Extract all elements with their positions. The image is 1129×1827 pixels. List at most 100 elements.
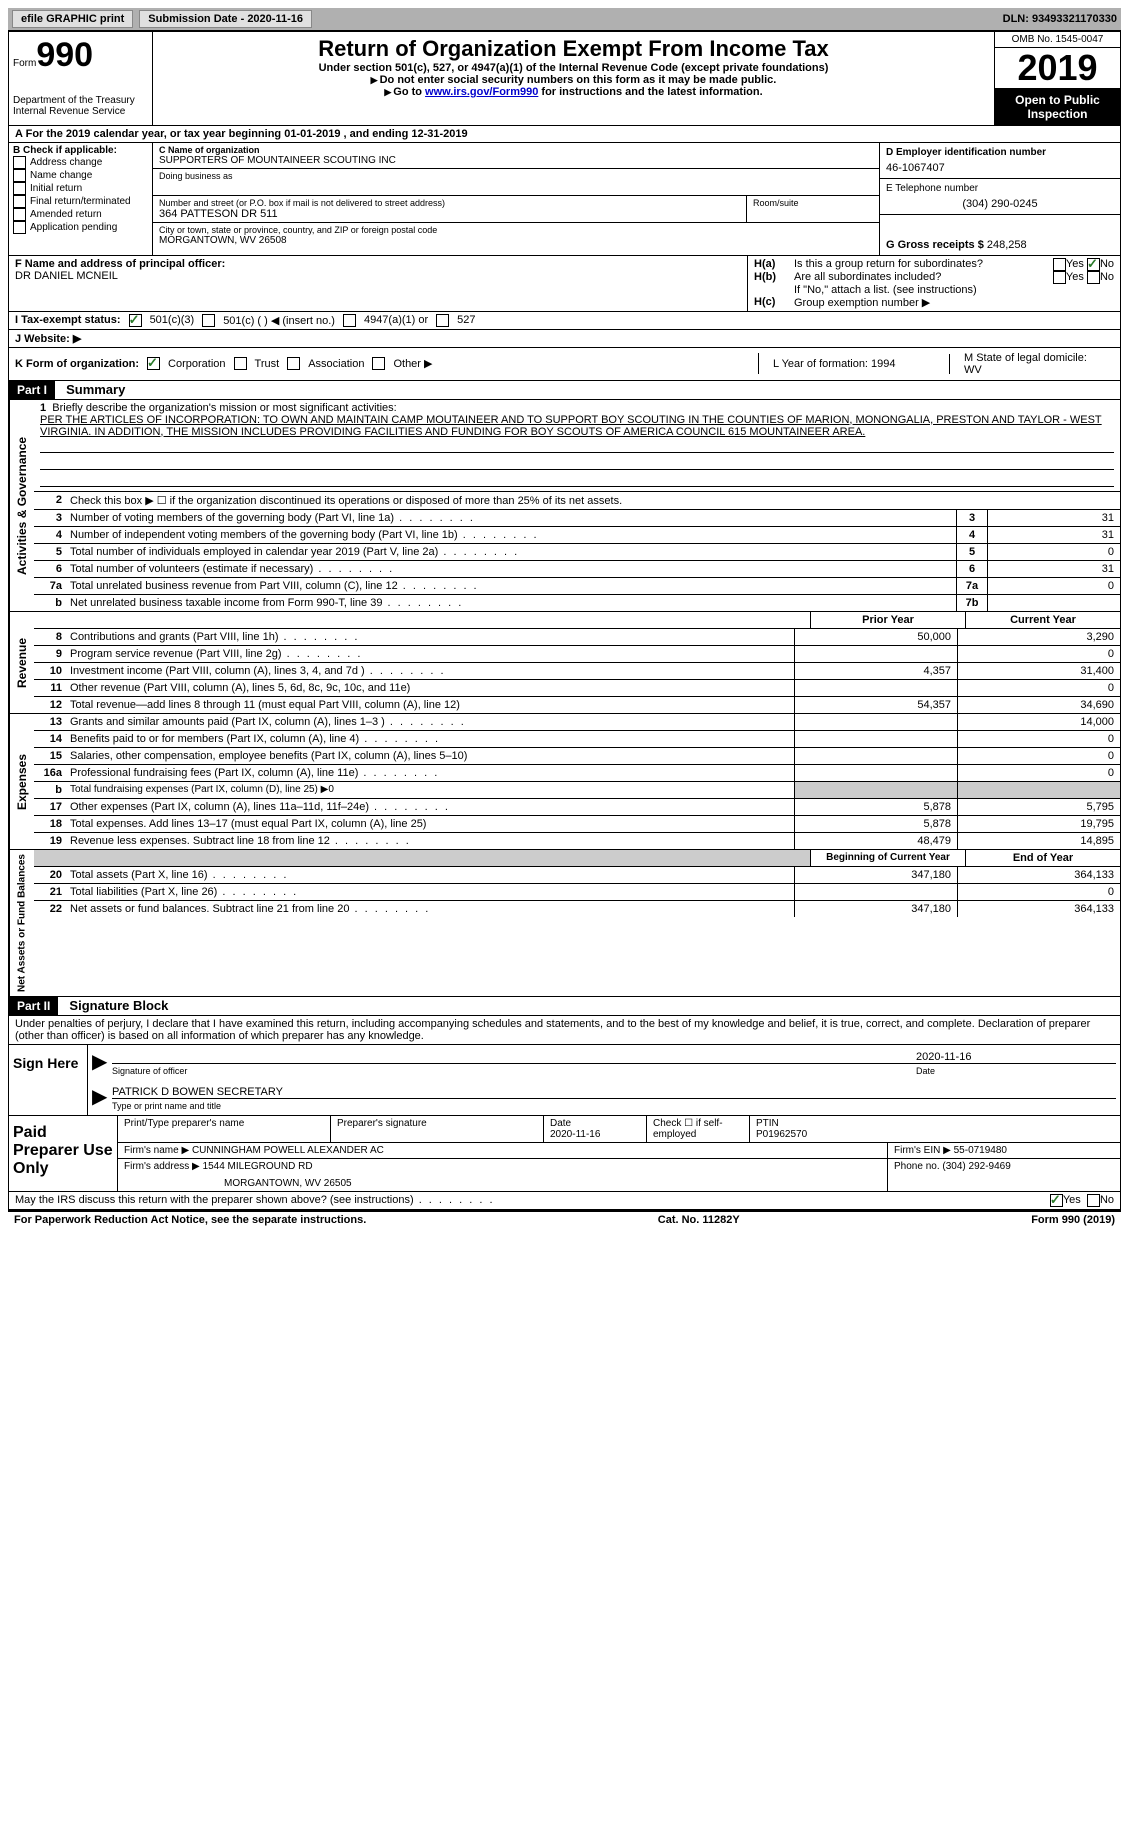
prep-date-cell: Date 2020-11-16 [544,1116,647,1142]
officer-type-label: Type or print name and title [112,1101,1116,1111]
line-18: 18Total expenses. Add lines 13–17 (must … [34,816,1120,833]
sign-here-label: Sign Here [9,1045,88,1115]
lbl-pending: Application pending [30,222,117,233]
section-k-label: K Form of organization: [15,358,139,370]
chk-address-change[interactable] [13,156,26,169]
line-6-text: Total number of volunteers (estimate if … [66,561,956,577]
line-6-num: 6 [34,561,66,577]
line-1: 1 Briefly describe the organization's mi… [34,400,1120,491]
may-irs-yes-chk[interactable] [1050,1194,1063,1207]
firm-ein-value: 55-0719480 [954,1145,1007,1156]
submission-date-button[interactable]: Submission Date - 2020-11-16 [139,10,312,28]
part2-title: Signature Block [69,998,168,1013]
chk-corp[interactable] [147,357,160,370]
chk-other[interactable] [372,357,385,370]
sig-officer-label: Signature of officer [112,1066,916,1076]
hc-label: H(c) [754,296,794,308]
ha-yes: Yes [1066,258,1084,270]
line-4-text: Number of independent voting members of … [66,527,956,543]
begin-year-header: Beginning of Current Year [811,850,966,866]
may-irs-no-chk[interactable] [1087,1194,1100,1207]
line-18-curr: 19,795 [957,816,1120,832]
line-18-prior: 5,878 [794,816,957,832]
part2-header: Part II [9,997,58,1015]
ha-no-chk[interactable] [1087,258,1100,271]
org-name: SUPPORTERS OF MOUNTAINEER SCOUTING INC [159,155,873,166]
line-7b-text: Net unrelated business taxable income fr… [66,595,956,611]
chk-name-change[interactable] [13,169,26,182]
netassets-section: Net Assets or Fund Balances Beginning of… [8,850,1121,997]
line-11-prior [794,680,957,696]
hb-text: Are all subordinates included? [794,271,1053,283]
form990-link[interactable]: www.irs.gov/Form990 [425,86,538,98]
street-value: 364 PATTESON DR 511 [159,208,740,220]
line1-label: Briefly describe the organization's miss… [52,402,396,414]
net-header-spacer [34,850,811,866]
line-10-prior: 4,357 [794,663,957,679]
tax-year-text: For the 2019 calendar year, or tax year … [26,128,468,140]
prep-row-2: Firm's name ▶ CUNNINGHAM POWELL ALEXANDE… [118,1143,1120,1159]
preparer-section: Paid Preparer Use Only Print/Type prepar… [9,1115,1120,1191]
line-3-box: 3 [956,510,987,526]
section-k: K Form of organization: Corporation Trus… [9,353,759,374]
line-9: 9Program service revenue (Part VIII, lin… [34,646,1120,663]
chk-initial[interactable] [13,182,26,195]
hb-no-chk[interactable] [1087,271,1100,284]
line-22-text: Net assets or fund balances. Subtract li… [66,901,794,917]
chk-assoc[interactable] [287,357,300,370]
line-20-prior: 347,180 [794,867,957,883]
line-12-prior: 54,357 [794,697,957,713]
line-7a-num: 7a [34,578,66,594]
hb-yes-chk[interactable] [1053,271,1066,284]
line-22: 22Net assets or fund balances. Subtract … [34,901,1120,917]
line-15: 15Salaries, other compensation, employee… [34,748,1120,765]
line-16a-text: Professional fundraising fees (Part IX, … [66,765,794,781]
chk-501c3[interactable] [129,314,142,327]
chk-527[interactable] [436,314,449,327]
line-19: 19Revenue less expenses. Subtract line 1… [34,833,1120,849]
street-row: Number and street (or P.O. box if mail i… [153,196,879,223]
chk-501c[interactable] [202,314,215,327]
mission-blank2 [40,455,1114,470]
line-a: A For the 2019 calendar year, or tax yea… [8,126,1121,143]
part2-header-row: Part II Signature Block [8,997,1121,1016]
line-22-curr: 364,133 [957,901,1120,917]
line-9-curr: 0 [957,646,1120,662]
line-18-text: Total expenses. Add lines 13–17 (must eq… [66,816,794,832]
line-17-text: Other expenses (Part IX, column (A), lin… [66,799,794,815]
expenses-label: Expenses [9,714,34,849]
ha-yes-chk[interactable] [1053,258,1066,271]
section-b: B Check if applicable: Address change Na… [9,143,153,255]
line-12-curr: 34,690 [957,697,1120,713]
ha-text: Is this a group return for subordinates? [794,258,1053,270]
chk-amended[interactable] [13,208,26,221]
chk-pending[interactable] [13,221,26,234]
ha-row: H(a) Is this a group return for subordin… [754,258,1114,271]
firm-phone-value: (304) 292-9469 [942,1161,1010,1172]
line-12: 12Total revenue—add lines 8 through 11 (… [34,697,1120,713]
chk-final[interactable] [13,195,26,208]
topbar: efile GRAPHIC print Submission Date - 20… [8,8,1121,30]
line-22-prior: 347,180 [794,901,957,917]
efile-button[interactable]: efile GRAPHIC print [12,10,133,28]
receipts-row: G Gross receipts $ 248,258 [880,215,1120,255]
line-8: 8Contributions and grants (Part VIII, li… [34,629,1120,646]
section-f: F Name and address of principal officer:… [9,256,748,311]
section-h: H(a) Is this a group return for subordin… [748,256,1120,311]
line-8-text: Contributions and grants (Part VIII, lin… [66,629,794,645]
ein-label: D Employer identification number [886,147,1114,158]
line-16b-text: Total fundraising expenses (Part IX, col… [66,782,794,798]
line1-text: PER THE ARTICLES OF INCORPORATION: TO OW… [40,414,1114,438]
prep-check-cell: Check ☐ if self-employed [647,1116,750,1142]
chk-4947[interactable] [343,314,356,327]
netassets-body: Beginning of Current Year End of Year 20… [34,850,1120,996]
form-word: Form [13,58,36,69]
receipts-value: 248,258 [987,239,1027,251]
paid-preparer-label: Paid Preparer Use Only [9,1116,118,1191]
lbl-initial: Initial return [30,183,82,194]
line-14: 14Benefits paid to or for members (Part … [34,731,1120,748]
line-3-val: 31 [987,510,1120,526]
chk-trust[interactable] [234,357,247,370]
part1-header: Part I [9,381,55,399]
part1-title: Summary [66,382,125,397]
